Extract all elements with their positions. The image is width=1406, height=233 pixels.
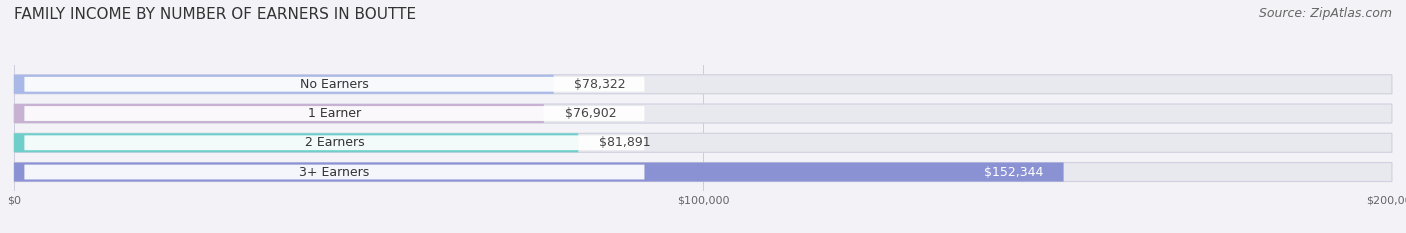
Text: $81,891: $81,891 [599, 136, 651, 149]
FancyBboxPatch shape [24, 135, 644, 150]
FancyBboxPatch shape [14, 133, 578, 152]
FancyBboxPatch shape [24, 106, 644, 121]
FancyBboxPatch shape [14, 104, 544, 123]
FancyBboxPatch shape [14, 75, 1392, 94]
FancyBboxPatch shape [14, 163, 1063, 182]
Text: No Earners: No Earners [299, 78, 368, 91]
FancyBboxPatch shape [14, 133, 1392, 152]
Text: 1 Earner: 1 Earner [308, 107, 361, 120]
Text: Source: ZipAtlas.com: Source: ZipAtlas.com [1258, 7, 1392, 20]
FancyBboxPatch shape [24, 77, 644, 92]
Text: FAMILY INCOME BY NUMBER OF EARNERS IN BOUTTE: FAMILY INCOME BY NUMBER OF EARNERS IN BO… [14, 7, 416, 22]
FancyBboxPatch shape [14, 163, 1392, 182]
FancyBboxPatch shape [24, 165, 644, 179]
Text: $152,344: $152,344 [984, 165, 1043, 178]
Text: $76,902: $76,902 [565, 107, 616, 120]
FancyBboxPatch shape [14, 104, 1392, 123]
FancyBboxPatch shape [14, 75, 554, 94]
Text: $78,322: $78,322 [574, 78, 626, 91]
Text: 2 Earners: 2 Earners [305, 136, 364, 149]
Text: 3+ Earners: 3+ Earners [299, 165, 370, 178]
